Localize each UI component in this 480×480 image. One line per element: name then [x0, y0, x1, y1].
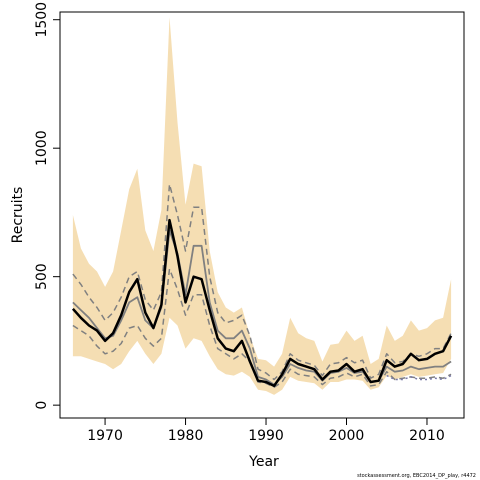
confidence-band	[72, 17, 452, 395]
x-tick-label: 2000	[329, 428, 365, 444]
dotted-lower-line	[386, 374, 452, 381]
y-tick-label: 500	[34, 263, 50, 290]
y-tick-label: 0	[34, 401, 50, 410]
x-tick-label: 2010	[409, 428, 445, 444]
x-tick-label: 1990	[248, 428, 284, 444]
dashed-upper-line	[72, 183, 452, 381]
footnote: stockassessment.org, EBC2014_DP_play, r4…	[357, 473, 476, 479]
y-axis-title: Recruits	[10, 187, 26, 244]
x-tick-label: 1980	[168, 428, 204, 444]
plot-area	[71, 17, 453, 395]
x-tick-label: 1970	[87, 428, 123, 444]
x-axis-title: Year	[248, 454, 279, 470]
plot-frame	[59, 11, 465, 419]
median-line	[71, 218, 453, 388]
y-tick-label: 1000	[34, 130, 50, 166]
axis-ticks: 1970 1980 1990 2000 2010 0 500 1000 1500	[34, 2, 445, 444]
inner-grey-line	[72, 229, 452, 386]
y-tick-label: 1500	[34, 2, 50, 38]
